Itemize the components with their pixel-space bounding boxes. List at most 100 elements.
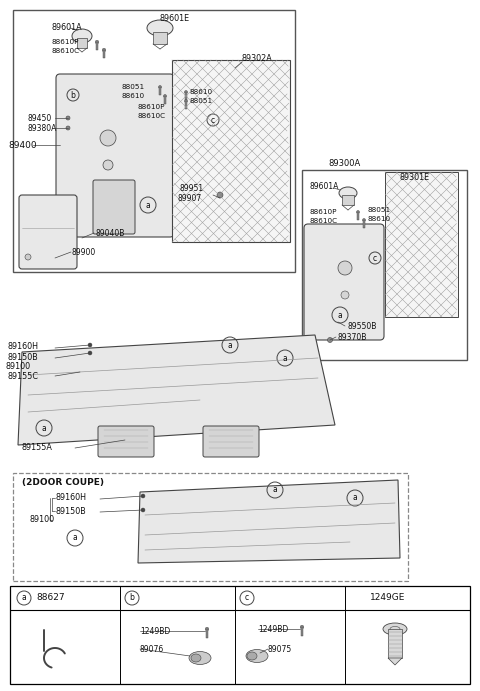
Text: a: a xyxy=(145,200,150,209)
Ellipse shape xyxy=(191,654,201,662)
Text: 88610P: 88610P xyxy=(52,39,80,45)
Text: 89150B: 89150B xyxy=(8,352,39,361)
Ellipse shape xyxy=(95,40,99,44)
Text: 89100: 89100 xyxy=(5,361,30,370)
Text: 89400: 89400 xyxy=(8,140,36,149)
Text: 89075: 89075 xyxy=(268,645,292,654)
Bar xyxy=(185,92,187,100)
Text: c: c xyxy=(373,254,377,263)
Circle shape xyxy=(66,126,70,130)
Bar xyxy=(363,220,365,228)
Polygon shape xyxy=(388,658,402,665)
Ellipse shape xyxy=(357,211,360,214)
Text: 89900: 89900 xyxy=(72,247,96,256)
Text: 89951: 89951 xyxy=(180,184,204,193)
Text: 1249BD: 1249BD xyxy=(140,627,170,636)
Text: b: b xyxy=(71,91,75,100)
Circle shape xyxy=(141,508,145,512)
Text: a: a xyxy=(337,310,342,319)
Bar xyxy=(164,96,166,104)
Text: 89450: 89450 xyxy=(27,113,51,122)
Circle shape xyxy=(66,116,70,120)
Text: 89160H: 89160H xyxy=(55,493,86,502)
Ellipse shape xyxy=(339,187,357,199)
Ellipse shape xyxy=(72,29,92,43)
FancyBboxPatch shape xyxy=(98,426,154,457)
Bar xyxy=(301,627,303,636)
Text: 89601A: 89601A xyxy=(310,182,339,191)
Text: 89150B: 89150B xyxy=(55,507,86,515)
Text: 89380A: 89380A xyxy=(27,124,56,133)
FancyBboxPatch shape xyxy=(56,74,174,237)
Bar xyxy=(77,38,87,48)
Circle shape xyxy=(217,192,223,198)
Text: 89100: 89100 xyxy=(30,515,55,524)
Circle shape xyxy=(88,343,92,347)
Text: 89907: 89907 xyxy=(178,193,202,202)
Bar xyxy=(185,101,187,109)
Text: (2DOOR COUPE): (2DOOR COUPE) xyxy=(22,477,104,486)
Text: 88610P: 88610P xyxy=(138,104,166,110)
Bar xyxy=(172,60,290,242)
Text: b: b xyxy=(130,594,134,603)
Text: 88051: 88051 xyxy=(190,98,213,104)
Bar xyxy=(342,195,354,205)
Text: a: a xyxy=(283,354,288,363)
Text: 89370B: 89370B xyxy=(337,332,366,341)
Text: 1249GE: 1249GE xyxy=(370,594,406,603)
Bar xyxy=(159,87,161,95)
Ellipse shape xyxy=(184,100,188,102)
Text: 89302A: 89302A xyxy=(242,53,273,62)
Polygon shape xyxy=(138,480,400,563)
Text: 88610: 88610 xyxy=(190,89,213,95)
Text: a: a xyxy=(22,594,26,603)
Text: c: c xyxy=(245,594,249,603)
Text: 89601A: 89601A xyxy=(52,23,83,32)
Bar xyxy=(388,629,402,658)
Ellipse shape xyxy=(246,650,268,663)
Circle shape xyxy=(100,130,116,146)
Ellipse shape xyxy=(158,86,161,88)
Bar xyxy=(10,586,470,684)
Bar xyxy=(357,212,359,220)
Text: 88610C: 88610C xyxy=(310,218,338,224)
Text: 88610C: 88610C xyxy=(138,113,166,119)
FancyBboxPatch shape xyxy=(203,426,259,457)
Text: c: c xyxy=(211,115,215,124)
Ellipse shape xyxy=(205,627,209,631)
Ellipse shape xyxy=(383,623,407,635)
Text: 89076: 89076 xyxy=(140,645,164,654)
Text: 89601E: 89601E xyxy=(160,14,190,23)
Text: 88627: 88627 xyxy=(36,594,65,603)
Ellipse shape xyxy=(184,91,188,93)
Text: 88610: 88610 xyxy=(368,216,391,222)
Text: 88610P: 88610P xyxy=(310,209,337,215)
Text: a: a xyxy=(72,533,77,542)
Text: 89550B: 89550B xyxy=(347,321,376,330)
Bar xyxy=(103,50,105,58)
Text: 1249BD: 1249BD xyxy=(258,625,288,634)
FancyBboxPatch shape xyxy=(19,195,77,269)
Text: a: a xyxy=(353,493,358,502)
Text: a: a xyxy=(273,486,277,495)
Text: a: a xyxy=(42,424,47,433)
Text: 89300A: 89300A xyxy=(328,158,360,167)
Text: 89155C: 89155C xyxy=(8,372,39,381)
Bar xyxy=(206,629,208,638)
Ellipse shape xyxy=(189,652,211,665)
Text: a: a xyxy=(228,341,232,350)
Text: 88610: 88610 xyxy=(122,93,145,99)
Ellipse shape xyxy=(247,652,257,660)
Text: 89155A: 89155A xyxy=(22,444,53,453)
Circle shape xyxy=(88,351,92,355)
Text: 88051: 88051 xyxy=(368,207,391,213)
Bar xyxy=(96,42,98,50)
Bar xyxy=(13,10,295,272)
Circle shape xyxy=(103,160,113,170)
Ellipse shape xyxy=(362,218,365,222)
Text: 88610C: 88610C xyxy=(52,48,80,54)
Bar xyxy=(385,172,458,317)
Circle shape xyxy=(25,254,31,260)
Ellipse shape xyxy=(102,48,106,52)
Text: 89301E: 89301E xyxy=(400,173,430,182)
